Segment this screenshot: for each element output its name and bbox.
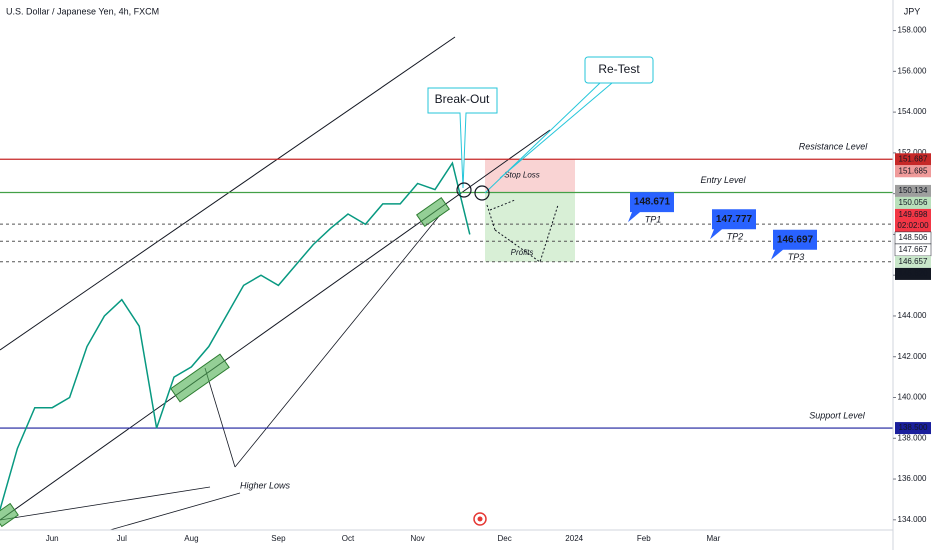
price-tag — [895, 196, 931, 209]
zone-label: Stop Loss — [504, 170, 540, 179]
pointer-line — [109, 492, 241, 531]
x-tick-label: Dec — [497, 534, 511, 543]
pointer-line — [234, 214, 441, 468]
price-line — [0, 161, 471, 510]
level-label: Support Level — [809, 410, 866, 420]
highlight-box — [170, 353, 230, 403]
price-tag-label: 138.500 — [899, 423, 928, 432]
y-tick-label: 158.000 — [898, 26, 927, 35]
plot: Resistance Level Entry Level Support Level… — [0, 142, 893, 510]
price-tag-label: 151.685 — [899, 166, 928, 175]
highlight-box — [416, 196, 450, 228]
x-tick-label: Jun — [46, 534, 59, 543]
countdown: 02:02:00 — [897, 221, 929, 230]
y-tick-label: 134.000 — [898, 515, 927, 524]
pointer-line — [0, 486, 211, 521]
y-tick-label: 142.000 — [898, 352, 927, 361]
y-tick-label: 154.000 — [898, 107, 927, 116]
callout-box — [628, 192, 674, 223]
price-tag — [895, 165, 931, 178]
price-tag — [895, 184, 931, 197]
price-tag — [895, 267, 931, 280]
zones: Stop Loss Profits — [485, 159, 575, 262]
price-tag-label: 150.056 — [899, 198, 928, 207]
price-tag-label: 148.506 — [899, 233, 928, 242]
price-tag-label: 151.687 — [899, 154, 928, 163]
x-tick-label: Mar — [707, 534, 721, 543]
price-tag — [895, 255, 931, 268]
currency-label: JPY — [904, 6, 921, 16]
chart-title: U.S. Dollar / Japanese Yen, 4h, FXCM — [6, 6, 159, 16]
x-tick-label: Oct — [342, 534, 355, 543]
logo — [477, 516, 483, 522]
channel-upper — [0, 36, 456, 351]
price-tag — [895, 208, 931, 232]
level-label: Entry Level — [700, 175, 746, 185]
callout-box — [771, 229, 817, 260]
x-tick-label: Aug — [184, 534, 198, 543]
x-tick-label: 2024 — [565, 534, 583, 543]
callout-pointer — [499, 82, 613, 179]
price-tag-label: 150.134 — [899, 186, 928, 195]
marker-circle — [474, 185, 490, 201]
highlight-box — [0, 502, 19, 528]
logo — [473, 512, 487, 526]
price-tag-label: 149.698 — [899, 210, 928, 219]
y-tick-label: 140.000 — [898, 393, 927, 402]
y-tick-label: 138.000 — [898, 433, 927, 442]
callout-box — [584, 56, 654, 84]
annotation: Re-Test — [598, 62, 640, 76]
callout-label: 148.671 — [634, 197, 671, 208]
y-tick-label: 156.000 — [898, 66, 927, 75]
y-tick-label: 144.000 — [898, 311, 927, 320]
price-tag-label: 146.657 — [899, 257, 928, 266]
x-tick-label: Nov — [410, 534, 424, 543]
callout-box — [427, 87, 498, 189]
annotation: Higher Lows — [240, 480, 291, 490]
target-label: TP3 — [788, 252, 805, 262]
axis: Jun Jul Aug Sep Oct Nov Dec 2024 Feb Mar 134.000 13… — [46, 26, 932, 543]
callout-label: 147.777 — [716, 214, 753, 225]
price-tag-label: 147.667 — [899, 245, 928, 254]
zone — [485, 192, 575, 262]
price-tag-label: 146.620 — [899, 269, 928, 278]
price-tag — [895, 422, 931, 435]
scenario-arrow — [486, 199, 559, 263]
level-label: Resistance Level — [799, 142, 869, 152]
price-tag — [895, 153, 931, 166]
pointer-line — [204, 367, 236, 468]
marker-circle — [456, 182, 472, 198]
y-tick-label: 136.000 — [898, 474, 927, 483]
callout-label: 146.697 — [777, 234, 814, 245]
callout-box — [710, 209, 756, 240]
target-label: TP1 — [645, 214, 662, 224]
zone-label: Profits — [511, 248, 534, 257]
annotation: Break-Out — [435, 92, 490, 106]
x-tick-label: Jul — [117, 534, 127, 543]
y-tick-label: 152.000 — [898, 148, 927, 157]
zone — [485, 159, 575, 193]
x-tick-label: Sep — [271, 534, 286, 543]
target-label: TP2 — [727, 232, 744, 242]
x-tick-label: Feb — [637, 534, 651, 543]
